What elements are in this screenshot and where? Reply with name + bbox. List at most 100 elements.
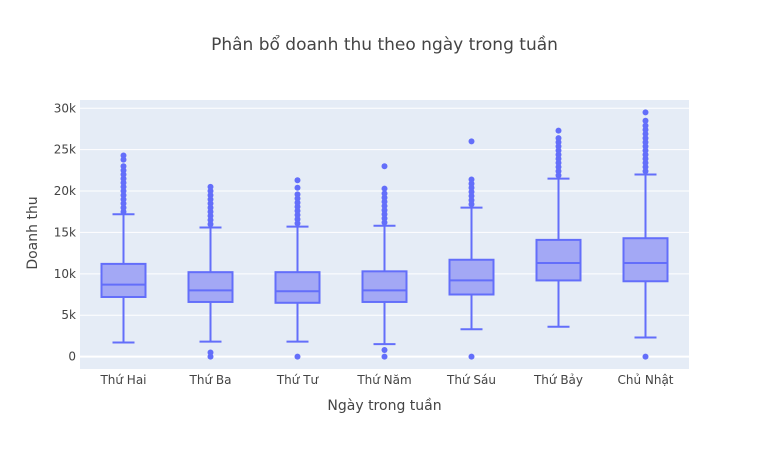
y-tick-label: 20k: [54, 184, 76, 198]
chart-title: Phân bổ doanh thu theo ngày trong tuần: [211, 34, 558, 55]
y-tick-label: 25k: [54, 143, 76, 157]
box-4: [361, 163, 408, 360]
outlier-point: [381, 353, 388, 360]
outlier-point: [120, 208, 127, 215]
outlier-point: [207, 200, 214, 207]
outlier-point: [120, 183, 127, 190]
x-axis-label: Ngày trong tuần: [327, 398, 441, 414]
outlier-point: [642, 130, 649, 137]
outlier-point: [468, 176, 475, 183]
outlier-point: [294, 220, 301, 227]
outlier-point: [120, 163, 127, 170]
y-axis-ticks: 0 5k 10k 15k 20k 25k 30k: [54, 101, 76, 363]
x-tick-label: Chủ Nhật: [617, 373, 673, 387]
outlier-point: [642, 159, 649, 166]
outlier-point: [294, 203, 301, 210]
box-1: [100, 152, 147, 344]
outlier-point: [207, 349, 214, 356]
iqr-box: [535, 238, 582, 282]
outlier-point: [642, 164, 649, 171]
outlier-point: [555, 168, 562, 175]
outlier-point: [294, 195, 301, 202]
outlier-point: [642, 168, 649, 175]
outlier-point: [381, 219, 388, 226]
outlier-point: [555, 172, 562, 179]
iqr-box: [100, 262, 147, 298]
iqr-box: [274, 271, 321, 304]
outlier-point: [381, 163, 388, 170]
outlier-point: [120, 152, 127, 159]
outlier-point: [294, 353, 301, 360]
y-tick-label: 10k: [54, 267, 76, 281]
outlier-point: [642, 151, 649, 158]
iqr-box: [187, 271, 234, 303]
outlier-point: [207, 208, 214, 215]
outlier-point: [120, 171, 127, 178]
outlier-point: [642, 139, 649, 146]
outlier-point: [294, 184, 301, 191]
y-tick-label: 15k: [54, 225, 76, 239]
outlier-point: [294, 212, 301, 219]
box-3: [274, 177, 321, 360]
outlier-point: [642, 122, 649, 129]
outlier-point: [120, 192, 127, 199]
x-axis-ticks: Thứ Hai Thứ Ba Thứ Tư Thứ Năm Thứ Sáu Thứ Bảy…: [99, 373, 673, 387]
outlier-point: [555, 159, 562, 166]
outlier-point: [555, 147, 562, 154]
outlier-point: [381, 198, 388, 205]
outlier-point: [381, 215, 388, 222]
outlier-point: [642, 147, 649, 154]
outlier-point: [468, 180, 475, 187]
outlier-point: [207, 212, 214, 219]
outlier-point: [468, 193, 475, 200]
outlier-point: [555, 143, 562, 150]
outlier-point: [120, 188, 127, 195]
outlier-point: [207, 196, 214, 203]
outlier-point: [120, 179, 127, 186]
outlier-point: [555, 151, 562, 158]
x-tick-label: Thứ Tư: [276, 373, 320, 387]
outlier-point: [642, 109, 649, 116]
outlier-point: [207, 221, 214, 228]
box-5: [448, 138, 495, 360]
outlier-point: [642, 126, 649, 133]
outlier-point: [381, 211, 388, 218]
outlier-point: [468, 201, 475, 208]
iqr-box: [361, 270, 408, 303]
outlier-point: [642, 135, 649, 142]
outlier-point: [120, 156, 127, 163]
outlier-point: [468, 188, 475, 195]
outlier-point: [294, 199, 301, 206]
outlier-point: [381, 202, 388, 209]
iqr-box: [622, 237, 669, 283]
outlier-point: [555, 139, 562, 146]
outlier-point: [120, 196, 127, 203]
box-series: [100, 109, 669, 360]
outlier-point: [381, 190, 388, 197]
outlier-point: [207, 188, 214, 195]
outlier-point: [207, 183, 214, 190]
outlier-point: [468, 138, 475, 145]
outlier-point: [381, 194, 388, 201]
y-tick-label: 5k: [61, 308, 76, 322]
outlier-point: [468, 353, 475, 360]
x-tick-label: Thứ Năm: [356, 373, 411, 387]
outlier-point: [555, 155, 562, 162]
outlier-point: [642, 353, 649, 360]
outlier-point: [642, 143, 649, 150]
outlier-point: [120, 175, 127, 182]
outlier-point: [381, 346, 388, 353]
x-tick-label: Thứ Hai: [99, 373, 146, 387]
outlier-point: [294, 216, 301, 223]
outlier-point: [120, 204, 127, 211]
outlier-point: [642, 155, 649, 162]
x-tick-label: Thứ Ba: [189, 373, 232, 387]
box-7: [622, 109, 669, 360]
outlier-point: [207, 192, 214, 199]
y-tick-label: 0: [68, 350, 76, 364]
outlier-point: [294, 177, 301, 184]
iqr-box: [448, 258, 495, 296]
outlier-point: [294, 191, 301, 198]
outlier-point: [468, 184, 475, 191]
